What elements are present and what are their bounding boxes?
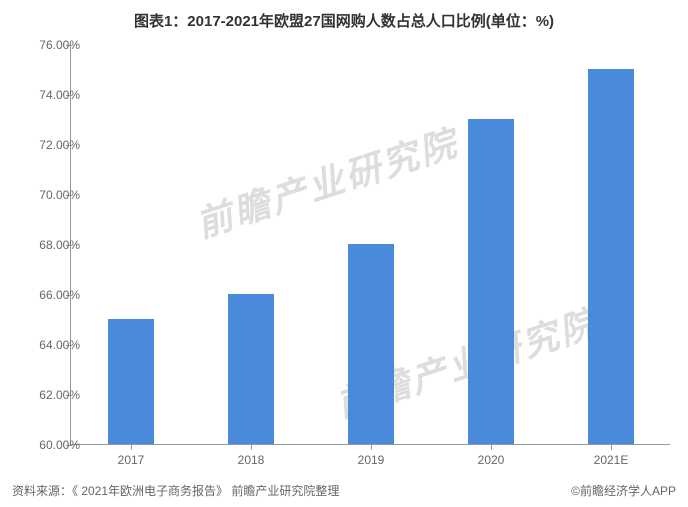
bar <box>228 294 274 444</box>
x-tick-label: 2020 <box>478 453 505 467</box>
bar <box>108 319 154 444</box>
plot-region: 20172018201920202021E <box>70 45 670 445</box>
x-tick-mark <box>371 445 372 450</box>
bar <box>588 69 634 444</box>
x-tick-mark <box>491 445 492 450</box>
x-tick-mark <box>131 445 132 450</box>
x-tick-label: 2021E <box>594 453 629 467</box>
bar <box>348 244 394 444</box>
x-tick-mark <box>251 445 252 450</box>
chart-title: 图表1：2017-2021年欧盟27国网购人数占总人口比例(单位：%) <box>0 0 688 31</box>
y-tick-label: 64.00% <box>20 338 80 352</box>
y-tick-label: 62.00% <box>20 388 80 402</box>
bar <box>468 119 514 444</box>
x-tick-label: 2019 <box>358 453 385 467</box>
y-tick-label: 76.00% <box>20 38 80 52</box>
chart-area: 前瞻产业研究院前瞻产业研究院 20172018201920202021E <box>70 45 670 445</box>
y-tick-label: 74.00% <box>20 88 80 102</box>
x-tick-label: 2017 <box>118 453 145 467</box>
y-tick-label: 70.00% <box>20 188 80 202</box>
y-tick-label: 66.00% <box>20 288 80 302</box>
footer: 资料来源：《 2021年欧洲电子商务报告》 前瞻产业研究院整理 ©前瞻经济学人A… <box>12 482 676 499</box>
x-tick-label: 2018 <box>238 453 265 467</box>
source-label: 资料来源：《 2021年欧洲电子商务报告》 前瞻产业研究院整理 <box>12 482 339 499</box>
y-tick-label: 68.00% <box>20 238 80 252</box>
x-tick-mark <box>611 445 612 450</box>
y-tick-label: 60.00% <box>20 438 80 452</box>
y-tick-label: 72.00% <box>20 138 80 152</box>
attribution-label: ©前瞻经济学人APP <box>571 482 676 499</box>
